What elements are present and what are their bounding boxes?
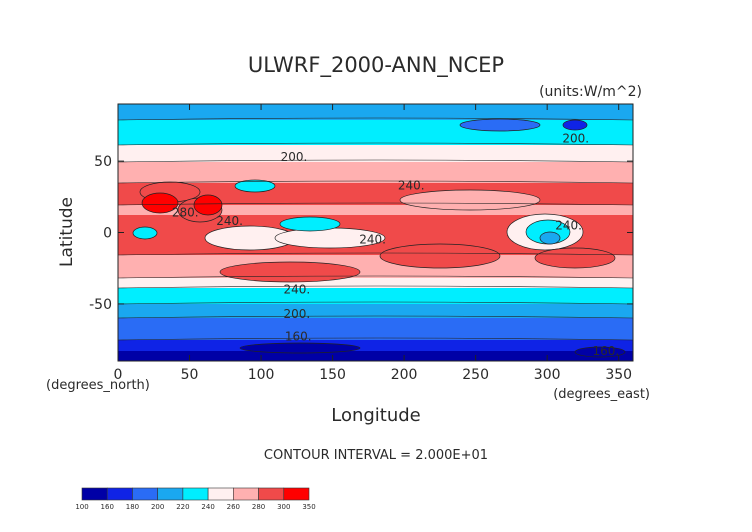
units-label: (units:W/m^2) [539,84,642,100]
x-tick-label: 150 [319,367,346,383]
legend-swatch [233,487,259,501]
contour-label: 240. [283,283,310,297]
legend-swatch [81,487,108,501]
y-tick-label: 50 [94,154,112,170]
contour-feature [279,216,341,232]
y-tick-label: 0 [103,226,112,242]
contour-features [118,117,633,358]
y-axis-title: Latitude [57,197,77,267]
legend-tick-label: 160 [101,503,114,511]
legend-swatch [283,487,310,501]
contour-label: 200. [562,131,589,145]
contour-line [118,252,633,256]
contour-label: 160. [285,330,312,344]
legend-tick-label: 220 [176,503,189,511]
contour-feature [379,243,501,269]
contour-line [118,275,633,279]
contour-feature [132,226,158,240]
legend-tick-label: 200 [151,503,164,511]
axis-ticks: 0 50 100 150 200 250 300 350 50 0 -50 [89,104,633,383]
contour-feature [239,342,361,354]
x-tick-label: 250 [462,367,489,383]
y-unit-label: (degrees_north) [46,378,150,393]
contour-line [118,142,633,146]
x-tick-label: 100 [248,367,275,383]
contour-label: 240. [555,218,582,232]
legend-tick-label: 350 [302,503,315,511]
x-axis-title: Longitude [331,405,421,426]
legend-swatch [258,487,285,501]
legend-tick-label: 260 [227,503,240,511]
legend-swatch [132,487,158,501]
contour-feature [234,179,276,193]
contour-interval-text: CONTOUR INTERVAL = 2.000E+01 [264,448,488,463]
contour-label: 240. [398,178,425,192]
contour-line [118,180,633,184]
contour-feature [219,261,361,283]
contour-labels: 200. 200. 240. 280. 240. 240. 240. 240. 200. 160.… [172,131,619,358]
contour-feature [141,192,179,214]
contour-line [118,117,633,121]
x-tick-label: 0 [114,367,123,383]
legend-tick-label: 100 [75,503,88,511]
contour-label: 160. [592,344,619,358]
contour-label: 200. [281,150,308,164]
x-tick-label: 300 [534,367,561,383]
color-legend: 100 160 180 200 220 240 260 280 300 350 [75,487,316,511]
x-tick-label: 350 [605,367,632,383]
contour-feature [399,189,541,211]
contour-feature [193,194,223,216]
legend-tick-label: 300 [277,503,290,511]
legend-swatch [157,487,184,501]
legend-swatch [207,487,234,501]
legend-swatch [182,487,209,501]
y-tick-label: -50 [89,297,112,313]
chart-title: ULWRF_2000-ANN_NCEP [248,53,504,78]
contour-band [118,104,633,120]
contour-line [118,285,633,289]
contour-line [118,337,633,341]
contour-label: 280. [172,206,199,220]
contour-label: 240. [216,214,243,228]
contour-feature [562,119,588,131]
legend-tick-label: 180 [126,503,139,511]
contour-line [118,301,633,305]
contour-feature [459,118,541,132]
contour-line [118,315,633,319]
contour-feature [539,231,561,245]
contour-label: 200. [283,307,310,321]
x-unit-label: (degrees_east) [553,387,650,402]
contour-plot-area: 200. 200. 240. 280. 240. 240. 240. 240. 200. 160.… [118,104,633,361]
legend-tick-label: 280 [252,503,265,511]
contour-feature [574,346,626,358]
contour-feature [534,247,616,269]
legend-swatch [106,487,133,501]
contour-label: 240. [359,233,386,247]
x-tick-label: 50 [181,367,199,383]
contour-line [118,159,633,163]
x-tick-label: 200 [391,367,418,383]
contour-line [118,202,633,206]
legend-tick-label: 240 [201,503,214,511]
